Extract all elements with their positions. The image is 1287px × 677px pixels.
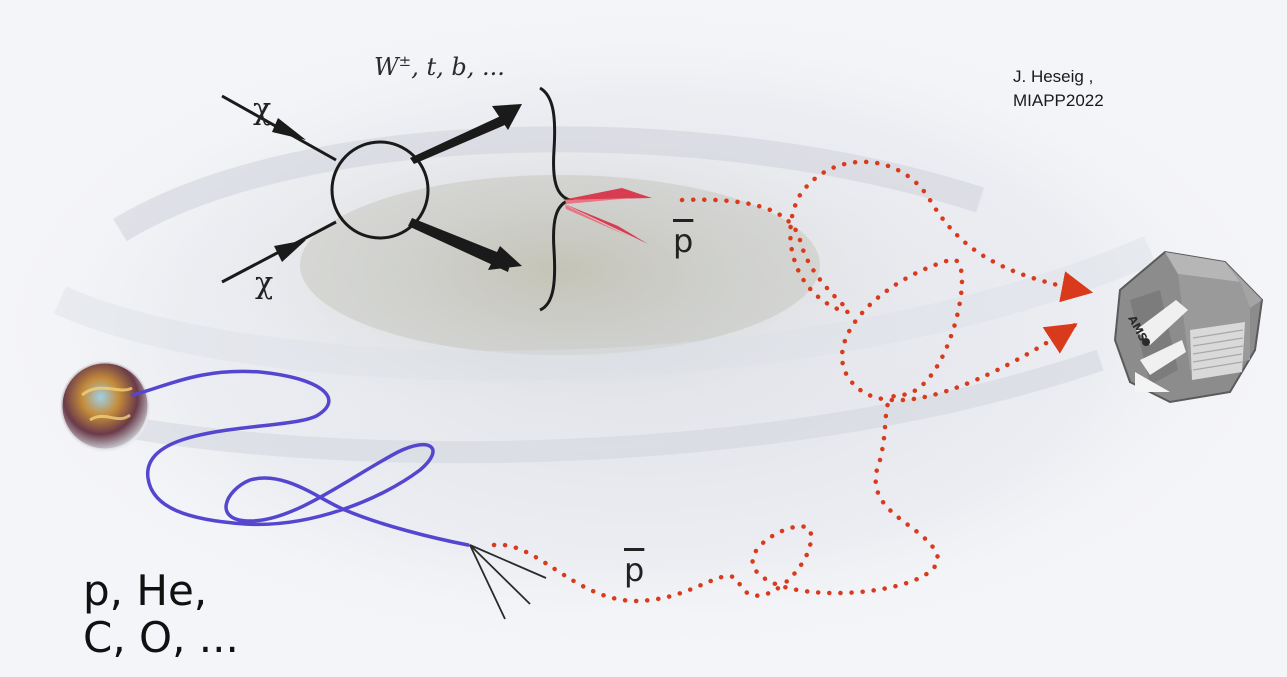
antiproton-emission-arrows [562, 188, 652, 244]
credit-line-2: MIAPP2022 [1013, 91, 1104, 110]
antiproton-label-top: p [673, 222, 694, 260]
ams-detector-icon: AMS [1113, 250, 1264, 404]
author-credit: J. Heseig , MIAPP2022 [1013, 65, 1183, 113]
dark-matter-label-top: χ [253, 92, 272, 127]
antiproton-paths [491, 159, 1094, 604]
cosmic-ray-nuclei-label: p, He, C, O, ... [83, 567, 343, 661]
cosmic-ray-source [59, 360, 151, 452]
outgoing-cone-top [410, 108, 518, 164]
spallation-lines [469, 544, 547, 620]
dark-matter-label-bottom: χ [255, 266, 274, 301]
antiproton-path-top [679, 159, 1094, 315]
outgoing-arrowhead-top [492, 104, 522, 130]
credit-line-1: J. Heseig , [1013, 67, 1094, 86]
outgoing-cone-bottom [408, 218, 512, 272]
nuclei-line-2: C, O, ... [83, 613, 239, 662]
products-rest: , t, b, ... [411, 53, 505, 81]
crab-nebula-icon [61, 362, 149, 450]
vertex-circle [330, 140, 430, 240]
annihilation-products-label: W±, t, b, ... [374, 52, 505, 81]
nuclei-line-1: p, He, [83, 566, 208, 615]
incoming-arrowhead-top [272, 118, 306, 140]
incoming-arrowhead-bottom [274, 240, 306, 262]
products-label: W [374, 53, 399, 81]
antiproton-label-bottom: p [624, 551, 645, 589]
products-superscript: ± [398, 52, 412, 70]
outgoing-arrowhead-bottom [488, 246, 522, 270]
cosmic-ray-path [131, 369, 470, 547]
